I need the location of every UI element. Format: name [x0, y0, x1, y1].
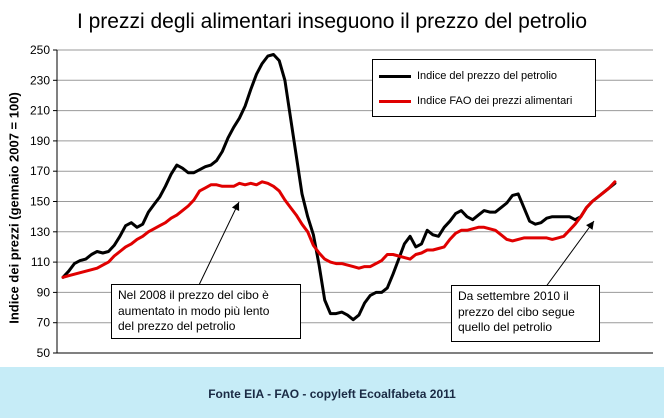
- y-tick-label-150: 150: [30, 195, 50, 209]
- y-tick-label-190: 190: [30, 134, 50, 148]
- y-axis-label: Indice dei prezzi (gennaio 2007 = 100): [6, 92, 22, 324]
- series-line-oil: [61, 53, 617, 322]
- chart-title: I prezzi degli alimentari inseguono il p…: [76, 10, 588, 33]
- series-line-food: [61, 180, 617, 279]
- annotation-left-line2: aumentato in modo più lento: [118, 303, 270, 318]
- legend-label-food: Indice FAO dei prezzi alimentari: [417, 95, 573, 107]
- footer-band: [0, 367, 664, 418]
- legend-item-food: Indice FAO dei prezzi alimentari: [379, 93, 572, 109]
- y-tick-label-130: 130: [30, 225, 50, 239]
- y-tick-label-50: 50: [37, 346, 51, 360]
- y-tick-label-70: 70: [37, 316, 51, 330]
- arrow-right-head: [586, 221, 594, 230]
- arrow-left-head: [231, 202, 240, 211]
- annotation-right-line3: quello del petrolio: [458, 320, 553, 334]
- legend-label-oil: Indice del prezzo del petrolio: [417, 70, 558, 82]
- annotation-left: Nel 2008 il prezzo del cibo è aumentato …: [111, 284, 301, 339]
- y-tick-label-250: 250: [30, 43, 50, 57]
- annotation-left-line3: del prezzo del petrolio: [118, 319, 236, 333]
- y-tick-label-230: 230: [30, 73, 50, 87]
- arrow-right: [544, 220, 595, 289]
- arrow-right-shaft: [544, 220, 595, 289]
- legend: Indice del prezzo del petrolio Indice FA…: [372, 59, 596, 117]
- legend-swatch-food: [379, 99, 411, 103]
- y-tick-label-210: 210: [30, 104, 50, 118]
- annotation-right: Da settembre 2010 il prezzo del cibo seg…: [451, 285, 600, 342]
- y-tick-label-110: 110: [31, 255, 50, 269]
- annotation-right-line2: prezzo del cibo segue: [458, 304, 575, 319]
- y-tick-label-170: 170: [30, 164, 50, 178]
- y-tick-label-90: 90: [37, 285, 51, 299]
- source-credit: Fonte EIA - FAO - copyleft Ecoalfabeta 2…: [208, 387, 456, 401]
- arrow-left: [198, 201, 240, 286]
- arrow-left-shaft: [198, 201, 240, 286]
- annotation-right-line1: Da settembre 2010 il: [458, 289, 569, 303]
- legend-item-oil: Indice del prezzo del petrolio: [379, 68, 557, 84]
- legend-swatch-oil: [379, 74, 411, 78]
- annotation-left-line1: Nel 2008 il prezzo del cibo è: [118, 288, 269, 302]
